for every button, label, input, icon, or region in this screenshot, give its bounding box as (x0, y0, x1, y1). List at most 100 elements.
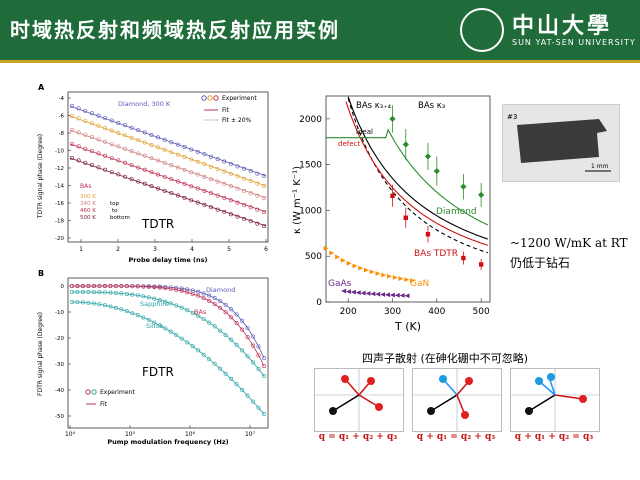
legend-b-exp-marker (85, 389, 91, 395)
panel-a-fit-bas-460k (69, 143, 267, 213)
panel-a-point-bas-300k (222, 169, 227, 174)
panel-a-legend-fit20: Fit ± 20% (222, 117, 252, 124)
panel-a-point-bas-340k (169, 163, 174, 168)
panel-a-point-diamond (149, 132, 154, 137)
panel-b-point-sapphire (201, 317, 206, 322)
panel-a-point-bas-300k (142, 140, 147, 145)
panel-b-ytick: -50 (55, 414, 64, 420)
panel-a-point-bas-340k (248, 191, 253, 196)
panel-b-point-bas (240, 327, 245, 332)
gan-point (358, 265, 364, 271)
panel-a-point-bas-500k (235, 214, 240, 219)
panel-a-point-bas-460k (215, 193, 220, 198)
panel-b-point-bas (102, 284, 107, 289)
panel-b-point-sapphire (69, 289, 74, 294)
panel-b-point-sapphire (157, 298, 162, 303)
panel-b-point-silica (212, 361, 217, 366)
panel-a-point-bas-460k (83, 146, 88, 151)
panel-a-ytick: -14 (55, 184, 64, 190)
panel-b-point-bas (229, 315, 234, 320)
panel-b-xtick: 10⁶ (185, 431, 196, 438)
panel-b-point-bas (234, 321, 239, 326)
panel-a-point-bas-460k (182, 181, 187, 186)
panel-a-point-bas-460k (255, 207, 260, 212)
panel-a-point-bas-300k (242, 176, 247, 181)
header-divider (0, 60, 640, 63)
panel-a-letter: A (38, 83, 45, 92)
panel-b-legend-experiment: Experiment (100, 389, 135, 396)
panel-a-point-bas-500k (175, 193, 180, 198)
phonon-diagram-2 (412, 368, 502, 432)
panel-a-xtick: 5 (227, 246, 231, 253)
panel-a-ytick: -10 (55, 149, 64, 155)
panel-a-point-bas-460k (222, 195, 227, 200)
panel-a-point-bas-340k (235, 186, 240, 191)
label-gaas: GaAs (328, 279, 352, 289)
university-seal-icon (460, 8, 504, 52)
panel-b-point-silica (163, 326, 168, 331)
panel-b-point-diamond (212, 296, 217, 301)
panel-b-point-diamond (207, 293, 212, 298)
panel-b-point-bas (97, 284, 102, 289)
panel-a-point-bas-340k (83, 132, 88, 137)
panel-b-point-sapphire (141, 294, 146, 299)
panel-a-point-diamond (89, 111, 94, 116)
panel-a-point-bas-300k (255, 181, 260, 186)
panel-b-point-bas (223, 310, 228, 315)
panel-a-xtick: 2 (116, 246, 120, 253)
panel-a-point-diamond (222, 159, 227, 164)
panel-a-point-bas-340k (222, 181, 227, 186)
panel-a-point-bas-300k (116, 130, 121, 135)
panel-a-point-bas-460k (209, 191, 214, 196)
panel-a-order-note-2: to (112, 208, 118, 214)
diamond-fit-curve (326, 128, 489, 226)
panel-a-point-bas-460k (262, 210, 267, 215)
panel-a-point-bas-500k (76, 158, 81, 163)
panel-a-point-bas-500k (162, 188, 167, 193)
panel-b-method: FDTR (142, 365, 174, 379)
panel-a-point-bas-300k (262, 184, 267, 189)
panel-c-ytick: 2000 (299, 115, 322, 125)
gan-point (346, 260, 352, 266)
gaas-point (370, 291, 376, 297)
legend-b-exp-marker-2 (91, 389, 97, 395)
panel-a-point-bas-500k (255, 221, 260, 226)
panel-b-point-bas (168, 286, 173, 291)
phonon-eq-3: q + q₁ + q₂ = q₃ (514, 432, 594, 442)
panel-b-point-silica (80, 300, 85, 305)
gan-point (369, 269, 375, 275)
panel-c-ytick: 500 (305, 252, 322, 262)
panel-a-point-diamond (209, 154, 214, 159)
panel-b-xlabel: Pump modulation frequency (Hz) (107, 438, 228, 446)
panel-a-point-bas-500k (228, 212, 233, 217)
panel-a-point-bas-460k (235, 200, 240, 205)
panel-a-point-bas-340k (103, 139, 108, 144)
label-gan: GaN (410, 279, 429, 289)
panel-b-silica-label: Silica (146, 322, 163, 330)
panel-b-point-sapphire (80, 290, 85, 295)
panel-a-point-bas-500k (109, 170, 114, 175)
panel-a-point-bas-300k (76, 116, 81, 121)
panel-a-point-bas-460k (116, 158, 121, 163)
diamond-point (389, 115, 396, 123)
panel-b-point-diamond (234, 312, 239, 317)
panel-a-point-bas-500k (202, 202, 207, 207)
panel-a-point-bas-500k (248, 219, 253, 224)
panel-a-point-bas-300k (195, 159, 200, 164)
panel-c-ytick: 0 (316, 298, 322, 308)
gan-point (381, 272, 387, 278)
panel-b-point-bas (201, 296, 206, 301)
panel-b-point-sapphire (174, 303, 179, 308)
note-en: ~1200 W/mK at RT (510, 236, 628, 250)
panel-a-point-diamond (156, 135, 161, 140)
panel-b-point-silica (229, 376, 234, 381)
gan-point (410, 278, 416, 283)
panel-b-point-silica (130, 311, 135, 316)
panel-b-point-diamond (218, 299, 223, 304)
panel-b-ytick: -10 (55, 310, 64, 316)
panel-a-point-bas-460k (96, 151, 101, 156)
panel-a-point-bas-460k (76, 144, 81, 149)
panel-b-point-sapphire (185, 308, 190, 313)
panel-b-point-sapphire (223, 333, 228, 338)
panel-b-point-diamond (251, 334, 256, 339)
